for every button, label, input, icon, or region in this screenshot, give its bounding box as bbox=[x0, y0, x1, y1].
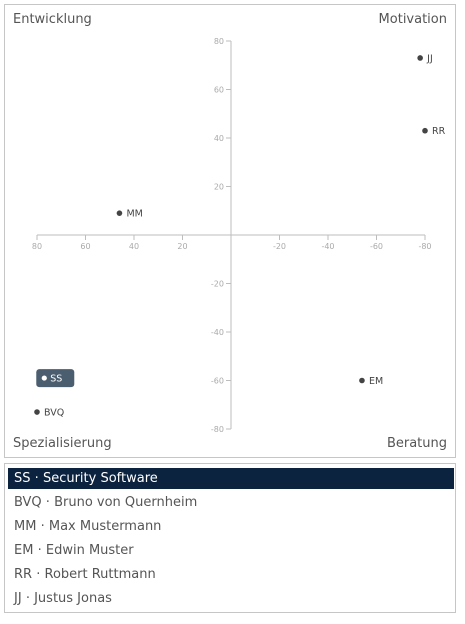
selected-point-badge-ss bbox=[36, 369, 75, 388]
y-tick-label: 60 bbox=[214, 86, 224, 95]
list-item-em[interactable]: EM · Edwin Muster bbox=[8, 540, 454, 561]
point-label-ss: SS bbox=[50, 374, 62, 385]
list-item-separator: · bbox=[37, 543, 42, 558]
x-tick-label: -20 bbox=[273, 242, 286, 251]
list-item-separator: · bbox=[36, 567, 41, 582]
list-item-name: Edwin Muster bbox=[45, 543, 134, 558]
x-tick-label: 20 bbox=[177, 242, 187, 251]
list-item-name: Robert Ruttmann bbox=[44, 567, 156, 582]
list-item-name: Security Software bbox=[42, 471, 158, 486]
list-item-separator: · bbox=[40, 519, 45, 534]
scatter-chart-panel: 80 60 40 20 -20 -40 -60 -80 80 60 40 20 -20 -40 -60 -80… bbox=[4, 4, 456, 458]
list-item-abbr: JJ bbox=[14, 591, 22, 606]
quadrant-label-bottom-left: Spezialisierung bbox=[13, 436, 112, 451]
list-item-rr[interactable]: RR · Robert Ruttmann bbox=[8, 564, 454, 585]
point-label-mm: MM bbox=[126, 209, 142, 220]
y-tick-label: -40 bbox=[211, 328, 224, 337]
list-item-separator: · bbox=[34, 471, 39, 486]
y-tick-label: 80 bbox=[214, 37, 224, 46]
list-item-abbr: EM bbox=[14, 543, 34, 558]
list-item-name: Bruno von Quernheim bbox=[54, 495, 198, 510]
point-label-bvq: BVQ bbox=[44, 408, 64, 419]
x-tick-label: -40 bbox=[321, 242, 334, 251]
scatter-chart: 80 60 40 20 -20 -40 -60 -80 80 60 40 20 -20 -40 -60 -80… bbox=[32, 37, 446, 434]
list-item-abbr: MM bbox=[14, 519, 37, 534]
point-bvq bbox=[34, 409, 40, 415]
list-item-mm[interactable]: MM · Max Mustermann bbox=[8, 516, 454, 537]
list-item-separator: · bbox=[45, 495, 50, 510]
x-tick-label: -60 bbox=[370, 242, 383, 251]
list-item-jj[interactable]: JJ · Justus Jonas bbox=[8, 588, 454, 609]
y-tick-label: 20 bbox=[214, 183, 224, 192]
point-ss bbox=[41, 375, 47, 381]
list-item-abbr: RR bbox=[14, 567, 33, 582]
y-tick-label: 40 bbox=[214, 134, 224, 143]
point-rr bbox=[422, 127, 428, 134]
x-tick-label: 40 bbox=[129, 242, 139, 251]
y-tick-label: -80 bbox=[211, 425, 224, 434]
list-item-abbr: BVQ bbox=[14, 495, 42, 510]
y-tick-label: -20 bbox=[211, 280, 224, 289]
list-item-bvq[interactable]: BVQ · Bruno von Quernheim bbox=[8, 492, 454, 513]
y-tick-label: -60 bbox=[211, 377, 224, 386]
point-em bbox=[359, 377, 365, 384]
x-tick-label: 80 bbox=[32, 242, 42, 251]
point-mm bbox=[116, 210, 123, 216]
quadrant-label-bottom-right: Beratung bbox=[386, 436, 447, 451]
point-label-rr: RR bbox=[432, 126, 446, 137]
list-item-name: Max Mustermann bbox=[48, 519, 162, 534]
x-tick-label: -80 bbox=[418, 242, 431, 251]
list-item-name: Justus Jonas bbox=[34, 591, 112, 606]
quadrant-label-top-right: Motivation bbox=[378, 12, 447, 27]
point-label-jj: JJ bbox=[426, 53, 433, 64]
quadrant-label-top-left: Entwicklung bbox=[13, 12, 92, 27]
point-label-em: EM bbox=[369, 376, 383, 387]
point-jj bbox=[417, 55, 423, 61]
list-item-separator: · bbox=[25, 591, 30, 606]
person-list: SS · Security Software BVQ · Bruno von Q… bbox=[4, 463, 456, 613]
list-item-abbr: SS bbox=[14, 471, 31, 486]
list-item-ss[interactable]: SS · Security Software bbox=[8, 468, 454, 489]
x-tick-label: 60 bbox=[80, 242, 90, 251]
